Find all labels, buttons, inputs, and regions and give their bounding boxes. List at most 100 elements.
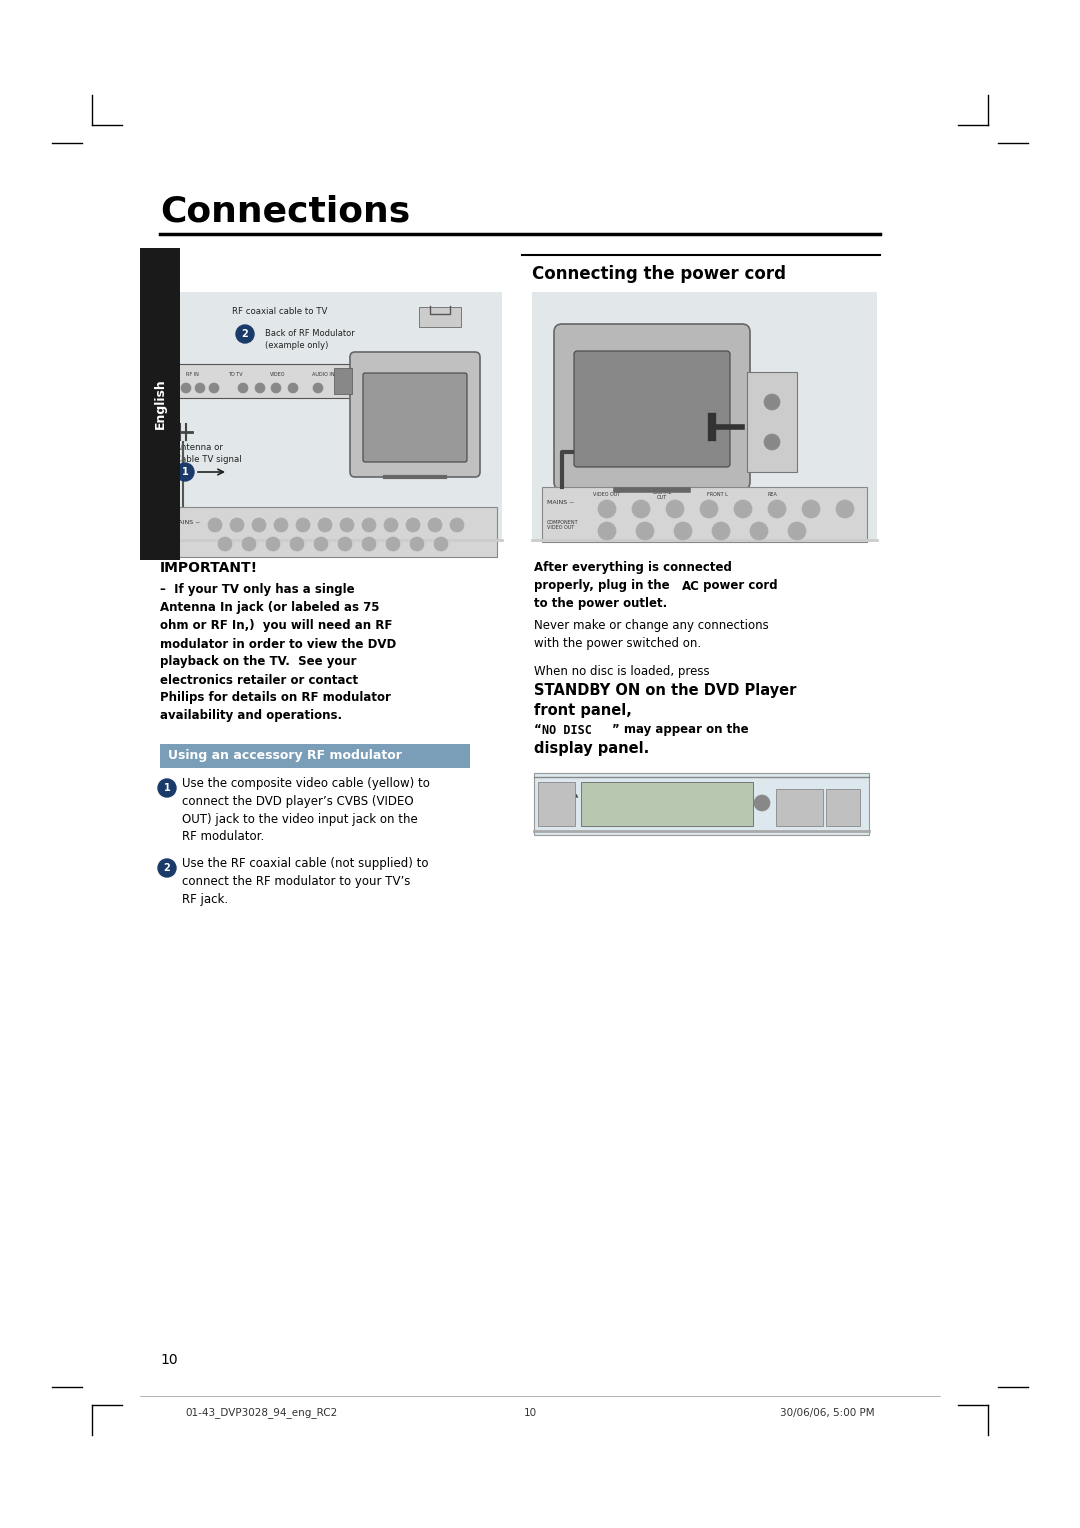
Text: 10: 10 [524, 1407, 537, 1418]
Text: to the power outlet.: to the power outlet. [534, 597, 667, 611]
Circle shape [210, 384, 219, 393]
Circle shape [208, 518, 222, 532]
Text: ” may appear on the: ” may appear on the [612, 723, 748, 736]
Text: 2: 2 [242, 329, 248, 339]
Circle shape [318, 518, 332, 532]
Circle shape [181, 384, 191, 393]
Circle shape [218, 536, 232, 552]
Text: RF IN: RF IN [186, 371, 199, 376]
Text: 30/06/06, 5:00 PM: 30/06/06, 5:00 PM [781, 1407, 875, 1418]
Text: Back of RF Modulator: Back of RF Modulator [265, 330, 354, 339]
Circle shape [314, 536, 328, 552]
Text: MAINS ~: MAINS ~ [173, 520, 201, 524]
Text: connect the RF modulator to your TV’s: connect the RF modulator to your TV’s [183, 874, 410, 888]
Circle shape [764, 394, 780, 410]
Text: PLAY/PAUSE ►▐▐: PLAY/PAUSE ►▐▐ [779, 793, 821, 798]
Circle shape [700, 500, 718, 518]
Text: STOP ■: STOP ■ [827, 793, 846, 798]
Text: with the power switched on.: with the power switched on. [534, 637, 701, 651]
Text: Use the composite video cable (yellow) to: Use the composite video cable (yellow) t… [183, 776, 430, 790]
Circle shape [158, 859, 176, 877]
Circle shape [338, 536, 352, 552]
Circle shape [238, 384, 248, 393]
Circle shape [598, 523, 616, 539]
Text: COMPONENT
VIDEO OUT: COMPONENT VIDEO OUT [546, 520, 579, 530]
Text: RF jack.: RF jack. [183, 892, 228, 906]
Circle shape [712, 523, 730, 539]
Text: VIDEO: VIDEO [270, 371, 285, 376]
Circle shape [428, 518, 442, 532]
Circle shape [195, 384, 205, 393]
Circle shape [340, 518, 354, 532]
FancyBboxPatch shape [747, 371, 797, 472]
Text: AC: AC [681, 579, 700, 593]
Text: –  If your TV only has a single: – If your TV only has a single [160, 584, 354, 596]
FancyBboxPatch shape [419, 307, 461, 327]
Text: English: English [153, 379, 166, 429]
Text: ohm or RF In,)  you will need an RF: ohm or RF In,) you will need an RF [160, 619, 392, 633]
Text: OPEN/CLOSE ▲: OPEN/CLOSE ▲ [542, 793, 579, 798]
Circle shape [750, 523, 768, 539]
Text: OUT) jack to the video input jack on the: OUT) jack to the video input jack on the [183, 813, 418, 825]
Circle shape [362, 536, 376, 552]
Circle shape [288, 384, 298, 393]
Circle shape [754, 795, 770, 811]
Circle shape [176, 463, 194, 481]
Circle shape [266, 536, 280, 552]
Text: Connecting the power cord: Connecting the power cord [532, 264, 786, 283]
Circle shape [674, 523, 692, 539]
Circle shape [410, 536, 424, 552]
FancyBboxPatch shape [542, 487, 867, 542]
Text: front panel,: front panel, [534, 703, 632, 718]
Text: electronics retailer or contact: electronics retailer or contact [160, 674, 359, 686]
Text: Use the RF coaxial cable (not supplied) to: Use the RF coaxial cable (not supplied) … [183, 857, 429, 869]
Text: (example only): (example only) [265, 341, 328, 350]
Circle shape [271, 384, 281, 393]
Circle shape [636, 523, 654, 539]
Text: 1: 1 [181, 468, 188, 477]
Text: IMPORTANT!: IMPORTANT! [160, 561, 258, 575]
FancyBboxPatch shape [554, 324, 750, 490]
Circle shape [158, 779, 176, 798]
Text: “: “ [534, 723, 542, 736]
Text: Using an accessory RF modulator: Using an accessory RF modulator [168, 750, 402, 762]
Circle shape [734, 500, 752, 518]
FancyBboxPatch shape [532, 292, 877, 542]
Text: After everything is connected: After everything is connected [534, 561, 732, 575]
Circle shape [764, 434, 780, 451]
Text: FRONT L: FRONT L [706, 492, 728, 498]
Circle shape [384, 518, 399, 532]
FancyBboxPatch shape [350, 351, 480, 477]
Text: availability and operations.: availability and operations. [160, 709, 342, 723]
Circle shape [406, 518, 420, 532]
FancyBboxPatch shape [334, 368, 352, 394]
FancyBboxPatch shape [140, 248, 180, 559]
FancyBboxPatch shape [165, 507, 497, 558]
Circle shape [434, 536, 448, 552]
Circle shape [788, 523, 806, 539]
Text: RF modulator.: RF modulator. [183, 831, 265, 843]
Circle shape [450, 518, 464, 532]
Text: NO DISC: NO DISC [635, 796, 699, 810]
Circle shape [836, 500, 854, 518]
FancyBboxPatch shape [178, 364, 356, 397]
Circle shape [237, 325, 254, 342]
FancyBboxPatch shape [160, 744, 470, 769]
Circle shape [598, 500, 616, 518]
Circle shape [242, 536, 256, 552]
Circle shape [802, 500, 820, 518]
Circle shape [313, 384, 323, 393]
Text: VIDEO OUT: VIDEO OUT [593, 492, 621, 498]
FancyBboxPatch shape [826, 788, 860, 827]
FancyBboxPatch shape [581, 782, 753, 827]
Text: Antenna or: Antenna or [175, 443, 222, 451]
Text: MAINS ~: MAINS ~ [546, 500, 575, 504]
FancyBboxPatch shape [160, 292, 502, 542]
Text: When no disc is loaded, press: When no disc is loaded, press [534, 666, 710, 678]
Circle shape [296, 518, 310, 532]
Text: 10: 10 [160, 1352, 177, 1368]
FancyBboxPatch shape [573, 351, 730, 468]
Circle shape [386, 536, 400, 552]
Circle shape [768, 500, 786, 518]
Text: 2: 2 [164, 863, 171, 872]
